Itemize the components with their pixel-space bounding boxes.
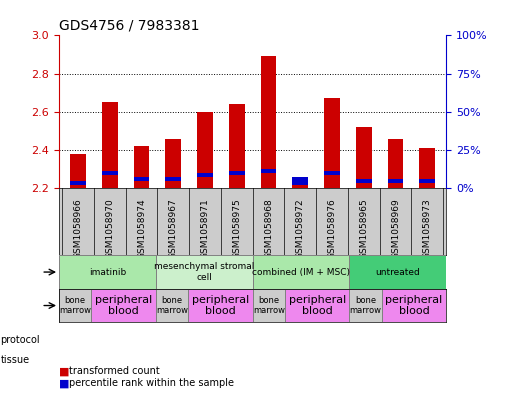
Bar bbox=[382, 289, 446, 322]
Text: GSM1058970: GSM1058970 bbox=[105, 198, 114, 259]
Text: ■: ■ bbox=[59, 366, 69, 376]
Bar bbox=[133, 146, 149, 188]
Bar bbox=[388, 139, 403, 188]
Text: protocol: protocol bbox=[1, 335, 40, 345]
Bar bbox=[252, 255, 349, 289]
Text: peripheral
blood: peripheral blood bbox=[192, 295, 249, 316]
Bar bbox=[229, 171, 245, 175]
Text: imatinib: imatinib bbox=[89, 268, 126, 277]
Bar bbox=[261, 57, 277, 188]
Text: GSM1058971: GSM1058971 bbox=[201, 198, 209, 259]
Bar bbox=[356, 127, 372, 188]
Text: bone
marrow: bone marrow bbox=[350, 296, 382, 315]
Bar bbox=[59, 255, 156, 289]
Bar bbox=[229, 104, 245, 188]
Bar bbox=[261, 169, 277, 173]
Text: GSM1058966: GSM1058966 bbox=[73, 198, 83, 259]
Text: GSM1058967: GSM1058967 bbox=[169, 198, 178, 259]
Text: GSM1058976: GSM1058976 bbox=[327, 198, 337, 259]
Bar bbox=[252, 289, 285, 322]
Bar bbox=[349, 289, 382, 322]
Bar bbox=[388, 179, 403, 183]
Text: GSM1058973: GSM1058973 bbox=[423, 198, 432, 259]
Text: GDS4756 / 7983381: GDS4756 / 7983381 bbox=[59, 19, 200, 33]
Bar bbox=[165, 139, 181, 188]
Bar bbox=[59, 289, 91, 322]
Text: GSM1058975: GSM1058975 bbox=[232, 198, 241, 259]
Text: bone
marrow: bone marrow bbox=[156, 296, 188, 315]
Text: GSM1058965: GSM1058965 bbox=[359, 198, 368, 259]
Text: GSM1058972: GSM1058972 bbox=[296, 198, 305, 259]
Bar bbox=[197, 112, 213, 188]
Bar bbox=[356, 179, 372, 183]
Bar bbox=[165, 177, 181, 181]
Bar bbox=[102, 171, 117, 175]
Text: percentile rank within the sample: percentile rank within the sample bbox=[69, 378, 234, 388]
Bar bbox=[133, 177, 149, 181]
Text: GSM1058968: GSM1058968 bbox=[264, 198, 273, 259]
Bar bbox=[419, 148, 435, 188]
Bar bbox=[188, 289, 252, 322]
Bar bbox=[91, 289, 156, 322]
Text: transformed count: transformed count bbox=[69, 366, 160, 376]
Bar bbox=[324, 99, 340, 188]
Bar bbox=[102, 102, 117, 188]
Bar bbox=[292, 177, 308, 185]
Text: peripheral
blood: peripheral blood bbox=[95, 295, 152, 316]
Text: bone
marrow: bone marrow bbox=[59, 296, 91, 315]
Text: tissue: tissue bbox=[1, 354, 30, 365]
Bar bbox=[156, 289, 188, 322]
Bar bbox=[292, 185, 308, 188]
Text: mesenchymal stromal
cell: mesenchymal stromal cell bbox=[154, 263, 254, 282]
Bar bbox=[349, 255, 446, 289]
Text: peripheral
blood: peripheral blood bbox=[289, 295, 346, 316]
Bar bbox=[156, 255, 252, 289]
Bar bbox=[285, 289, 349, 322]
Bar bbox=[324, 171, 340, 175]
Text: GSM1058974: GSM1058974 bbox=[137, 198, 146, 259]
Text: combined (IM + MSC): combined (IM + MSC) bbox=[252, 268, 350, 277]
Bar bbox=[70, 154, 86, 188]
Bar bbox=[419, 179, 435, 183]
Text: GSM1058969: GSM1058969 bbox=[391, 198, 400, 259]
Text: peripheral
blood: peripheral blood bbox=[385, 295, 443, 316]
Text: ■: ■ bbox=[59, 378, 69, 388]
Text: bone
marrow: bone marrow bbox=[253, 296, 285, 315]
Bar bbox=[70, 181, 86, 185]
Text: untreated: untreated bbox=[376, 268, 420, 277]
Bar bbox=[197, 173, 213, 177]
